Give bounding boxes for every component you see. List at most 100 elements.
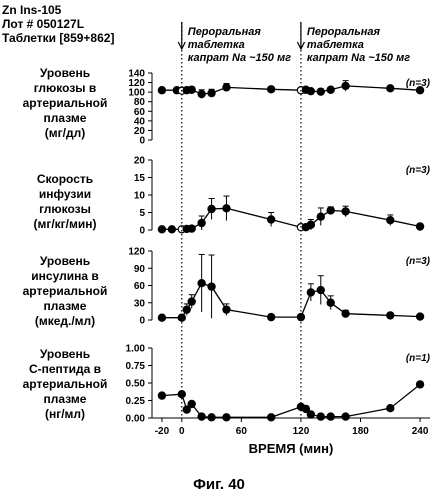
y-tick-label: 60 [134,281,146,292]
data-point [326,206,335,215]
panel-3-title-line: артериальной [22,284,108,298]
data-point [182,305,191,314]
data-point [386,404,395,413]
data-point [157,391,167,400]
panel-3-n-label: (n=3) [406,256,431,267]
data-point [341,309,350,318]
panel-1-title-line: глюкозы в [33,81,97,95]
y-tick-label: 120 [128,78,145,89]
panel-4-title-line: (нг/мл) [44,407,86,421]
data-point [182,405,191,414]
y-tick-label: 140 [128,69,145,80]
data-point [187,85,196,94]
data-point [326,298,335,307]
panel-1-title-line: (мг/дл) [44,126,86,140]
panel-2-title-line: (мг/кг/мин) [33,217,97,231]
header-line-3: Таблетки [859+862] [2,31,115,45]
dose-annotation-line: капрат Na ~150 мг [188,52,291,64]
data-point [415,222,425,231]
data-point [197,412,206,421]
y-tick-label: 15 [134,173,146,184]
data-point [266,413,276,422]
y-tick-label: 60 [134,107,146,118]
y-tick-label: 0.00 [126,414,146,425]
x-tick-label: 120 [293,426,310,437]
y-tick-label: 0.50 [126,379,146,390]
panel-3-title-line: Уровень [39,254,91,268]
y-tick-label: 0.75 [126,361,146,372]
chart-figure: 020406080100120140(n=3)05101520(n=3)0306… [126,22,431,456]
data-point [197,89,206,99]
data-point [222,204,231,213]
y-tick-label: 20 [134,126,146,137]
y-tick-label: 0.25 [126,396,146,407]
panel-4-series-line [161,383,421,418]
data-point [341,207,350,216]
dose-arrow-head [177,41,186,51]
panel-1-title: Уровень глюкозы в артериальной плазме (м… [2,66,128,141]
data-point [306,288,316,297]
data-point [222,413,231,422]
data-point [207,282,216,291]
data-point [207,413,216,422]
x-tick-label: -20 [155,426,170,437]
data-point [197,279,206,288]
data-point [326,85,335,94]
data-point [222,83,231,92]
x-tick-label: 240 [412,426,429,437]
panel-1-n-label: (n=3) [406,78,431,89]
data-point [296,312,306,322]
data-point [197,218,206,228]
data-point [316,87,325,96]
data-point [326,412,335,421]
dose-annotation-line: Пероральная [307,26,381,38]
dose-annotation-line: таблетка [188,39,245,51]
y-tick-label: 10 [134,191,146,202]
data-point [187,224,196,233]
data-point [341,81,350,91]
x-axis-label: ВРЕМЯ (мин) [249,441,334,456]
y-tick-label: 0 [139,226,145,237]
y-tick-label: 0 [139,316,145,327]
x-tick-label: 180 [352,426,369,437]
y-tick-label: 40 [134,116,146,127]
data-point [266,312,276,322]
panel-2-title-line: глюкозы [39,202,91,216]
data-point [266,215,276,224]
y-tick-label: 0 [139,136,145,147]
panel-2-title: Скорость инфузии глюкозы (мг/кг/мин) [2,172,128,232]
data-point [187,297,196,306]
panel-4-title: Уровень С-пептида в артериальной плазме … [2,347,128,422]
figure-caption: Фиг. 40 [193,476,245,493]
data-point [306,86,316,96]
y-tick-label: 120 [128,247,145,258]
data-point [415,312,425,321]
panel-1-title-line: артериальной [22,96,108,110]
y-tick-label: 90 [134,264,146,275]
data-point [316,285,325,295]
dose-annotation-line: капрат Na ~150 мг [307,52,410,64]
panel-4-title-line: Уровень [39,347,91,361]
data-point [306,410,316,419]
panel-3-title-line: (мкед./мл) [34,314,96,328]
panel-3-series-line [161,282,421,319]
panel-4-n-label: (n=1) [406,353,431,364]
panel-3-title-line: инсулина в [31,269,99,283]
x-tick-label: 60 [236,426,248,437]
data-point [187,399,196,409]
header-line-1: Zn Ins-105 [2,3,62,17]
panel-3-title-line: плазме [43,299,87,313]
y-tick-label: 80 [134,97,146,108]
y-tick-label: 30 [134,298,146,309]
panel-4-title-line: С-пептида в [28,362,102,376]
data-point [316,212,325,221]
dose-arrow-head [296,41,305,51]
data-point [415,380,425,389]
panel-2-title-line: Скорость [36,172,94,186]
data-point [157,86,167,95]
header-line-2: Лот # 050127L [2,17,85,31]
dose-annotation-line: Пероральная [188,26,262,38]
y-tick-label: 100 [128,88,145,99]
data-point [207,88,216,98]
panel-1-title-line: Уровень [39,66,91,80]
